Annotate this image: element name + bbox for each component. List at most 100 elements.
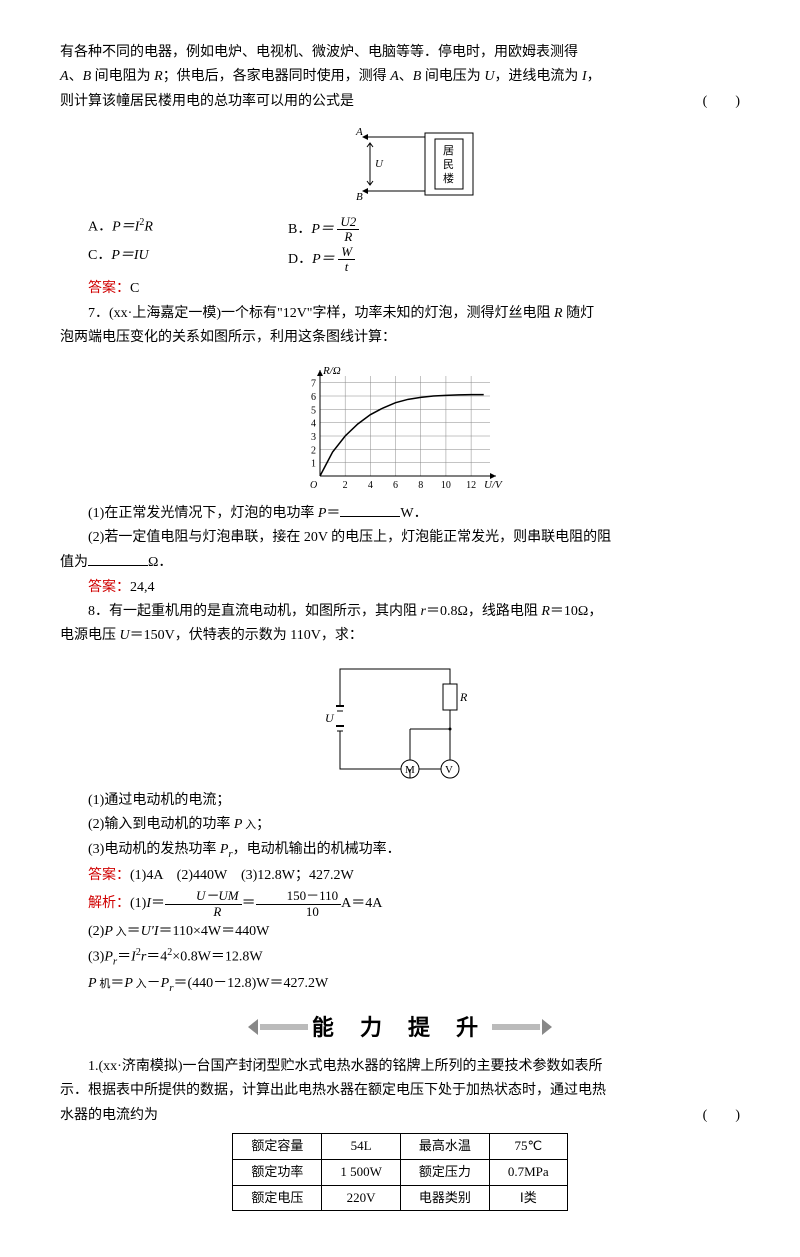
q8-p1: (1)通过电动机的电流； xyxy=(60,790,740,812)
svg-text:5: 5 xyxy=(311,405,316,416)
q1-stem3: 水器的电流约为 ( ) xyxy=(60,1105,740,1127)
num: W xyxy=(338,245,355,260)
answer-value: 24,4 xyxy=(130,580,155,595)
sub: 入 xyxy=(113,926,127,938)
banner-left-icon xyxy=(248,1015,308,1039)
cell: 额定压力 xyxy=(400,1159,489,1185)
post: R xyxy=(144,220,153,235)
frac: Wt xyxy=(338,245,355,275)
eq: P＝ xyxy=(311,222,337,237)
den: R xyxy=(337,230,359,244)
q1-stem2: 示．根据表中所提供的数据，计算出此电热水器在额定电压下处于加热状态时，通过电热 xyxy=(60,1080,740,1102)
lbl-V: V xyxy=(445,764,453,776)
svg-text:2: 2 xyxy=(343,480,348,491)
lbl-R: R xyxy=(459,690,468,704)
q7-stem2: 泡两端电压变化的关系如图所示，利用这条图线计算： xyxy=(60,327,740,349)
circuit-building-svg: A B U 居 民 楼 xyxy=(310,119,490,209)
svg-text:6: 6 xyxy=(393,480,398,491)
opt-D: D．P＝ Wt xyxy=(288,245,488,275)
q6-stem-l1: 有各种不同的电器，例如电炉、电视机、微波炉、电脑等等．停电时，用欧姆表测得 xyxy=(60,42,740,64)
txt: A＝4A xyxy=(341,896,382,911)
cell: 电器类别 xyxy=(400,1185,489,1211)
choice-paren: ( ) xyxy=(703,91,740,113)
txt: ＝0.8Ω，线路电阻 xyxy=(426,604,541,619)
circuit-motor-svg: U R M V xyxy=(310,654,490,784)
cell: 0.7MPa xyxy=(489,1159,567,1185)
pre: D． xyxy=(288,252,312,267)
section-banner: 能 力 提 升 xyxy=(60,1010,740,1048)
txt: Ω． xyxy=(148,555,172,570)
var-U: U xyxy=(484,69,494,84)
eq: P＝ xyxy=(312,252,338,267)
q7-p2b: 值为Ω． xyxy=(60,551,740,574)
den: 10 xyxy=(256,905,342,919)
opt-B: B．P＝ U2R xyxy=(288,215,488,245)
var-U: U xyxy=(120,628,130,643)
txt: 8．有一起重机用的是直流电动机，如图所示，其内阻 xyxy=(88,604,421,619)
txt: 间电压为 xyxy=(421,69,484,84)
var-A2: A xyxy=(390,69,399,84)
q7-stem1: 7．(xx·上海嘉定一模)一个标有"12V"字样，功率未知的灯泡，测得灯丝电阻 … xyxy=(60,303,740,325)
q6-options: A．P＝I2R B．P＝ U2R C．P＝IU D．P＝ Wt xyxy=(88,215,740,274)
q7-answer: 答案：24,4 xyxy=(60,577,740,599)
choice-paren: ( ) xyxy=(703,1105,740,1127)
var-A: A xyxy=(60,69,69,84)
svg-text:8: 8 xyxy=(418,480,423,491)
txt: 7．(xx·上海嘉定一模)一个标有"12V"字样，功率未知的灯泡，测得灯丝电阻 xyxy=(88,306,554,321)
cell: 54L xyxy=(322,1134,401,1160)
banner-text: 能 力 提 升 xyxy=(308,1010,492,1045)
txt: ，进线电流为 xyxy=(494,69,582,84)
txt: 、 xyxy=(69,69,83,84)
txt: ＝150V，伏特表的示数为 110V，求： xyxy=(130,628,363,643)
txt: (1)在正常发光情况下，灯泡的电功率 xyxy=(88,506,318,521)
txt: W． xyxy=(400,506,427,521)
txt: ×0.8W＝12.8W xyxy=(172,950,262,965)
var-P: P xyxy=(104,924,113,939)
txt: 、 xyxy=(399,69,413,84)
svg-text:7: 7 xyxy=(311,378,316,389)
answer-value: (1)4A (2)440W (3)12.8W；427.2W xyxy=(130,868,354,883)
txt: ，电动机输出的机械功率． xyxy=(233,842,401,857)
cell: 额定功率 xyxy=(233,1159,322,1185)
cell: 1 500W xyxy=(322,1159,401,1185)
txt: 随灯 xyxy=(563,306,595,321)
txt: (3) xyxy=(88,950,104,965)
pre: A． xyxy=(88,220,112,235)
var-U: U′ xyxy=(141,924,154,939)
opt-C: C．P＝IU xyxy=(88,245,288,275)
q8-answer: 答案：(1)4A (2)440W (3)12.8W；427.2W xyxy=(60,865,740,887)
lbl-B: B xyxy=(356,191,363,203)
svg-text:O: O xyxy=(310,480,317,491)
q1-stem1: 1.(xx·济南模拟)一台国产封闭型贮水式电热水器的铭牌上所列的主要技术参数如表… xyxy=(60,1056,740,1078)
q6-stem-l2: A、B 间电阻为 R；供电后，各家电器同时使用，测得 A、B 间电压为 U，进线… xyxy=(60,66,740,88)
svg-text:6: 6 xyxy=(311,392,316,403)
lbl-b2: 民 xyxy=(443,159,454,171)
q8-stem1: 8．有一起重机用的是直流电动机，如图所示，其内阻 r＝0.8Ω，线路电阻 R＝1… xyxy=(60,601,740,623)
frac1: U－UMR xyxy=(165,889,242,919)
q8-p2: (2)输入到电动机的功率 P 入； xyxy=(60,814,740,836)
q6-answer: 答案：C xyxy=(60,278,740,300)
txt: ＝ xyxy=(117,950,131,965)
svg-text:U/V: U/V xyxy=(484,479,503,491)
pre: C． xyxy=(88,248,111,263)
lbl-U: U xyxy=(375,158,384,170)
q8-stem2: 电源电压 U＝150V，伏特表的示数为 110V，求： xyxy=(60,625,740,647)
frac: U2R xyxy=(337,215,359,245)
answer-value: C xyxy=(130,281,139,296)
lbl-A: A xyxy=(355,126,363,138)
txt: ；供电后，各家电器同时使用，测得 xyxy=(163,69,391,84)
cell: Ⅰ类 xyxy=(489,1185,567,1211)
svg-text:R/Ω: R/Ω xyxy=(322,365,341,377)
svg-text:4: 4 xyxy=(368,480,373,491)
svg-text:4: 4 xyxy=(311,418,316,429)
q7-p1: (1)在正常发光情况下，灯泡的电功率 P＝W． xyxy=(60,502,740,525)
lbl-U: U xyxy=(325,711,335,725)
txt: ＝(440－12.8)W＝427.2W xyxy=(173,976,328,991)
sol-label: 解析： xyxy=(88,896,130,911)
txt: ＝ xyxy=(151,896,165,911)
var-B: B xyxy=(83,69,92,84)
txt: ； xyxy=(256,817,270,832)
chart-7: 123456724681012OR/ΩU/V xyxy=(60,356,740,496)
svg-text:3: 3 xyxy=(311,432,316,443)
txt: 间电阻为 xyxy=(91,69,154,84)
